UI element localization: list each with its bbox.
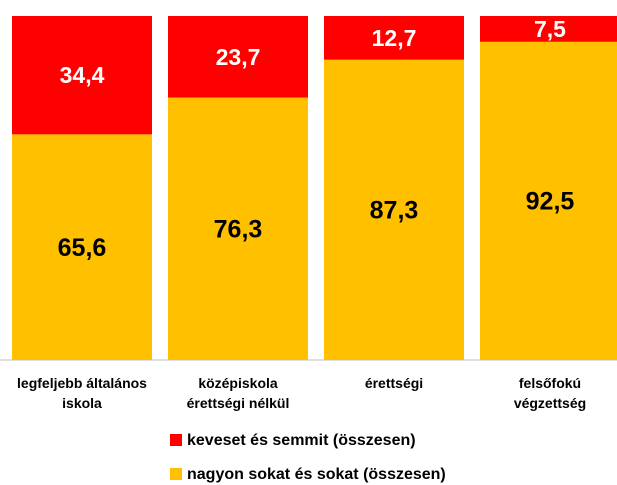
x-tick-label-line: végzettség [514, 395, 586, 411]
x-tick-label-line: legfeljebb általános [17, 375, 147, 391]
bar-segment [12, 16, 152, 135]
x-tick-label-line: felsőfokú [519, 375, 581, 391]
x-tick-label: középiskola érettségi nélkül [187, 375, 290, 411]
legend-swatch [170, 434, 182, 446]
legend-label: keveset és semmit (összesen) [187, 432, 416, 449]
bar-segment [480, 16, 617, 42]
bar-segment [12, 134, 152, 360]
x-tick-label-line: érettségi nélkül [187, 395, 290, 411]
bar-segment [168, 97, 308, 360]
data-label: 76,3 [214, 215, 263, 243]
bar-segment [324, 59, 464, 361]
x-tick-label: legfeljebb általános iskola [17, 375, 147, 411]
x-tick-label-line: középiskola [198, 375, 278, 391]
bar-segment [168, 16, 308, 98]
data-label: 92,5 [526, 188, 575, 216]
bar-segment [324, 16, 464, 60]
data-label: 23,7 [216, 44, 261, 70]
data-label: 12,7 [372, 25, 417, 51]
legend-swatch [170, 468, 182, 480]
data-label: 7,5 [534, 16, 566, 42]
bar-segment [480, 41, 617, 361]
x-tick-label: felsőfokú végzettség [514, 375, 586, 411]
x-tick-label: érettségi [365, 375, 423, 391]
x-tick-label-line: érettségi [365, 375, 423, 391]
data-label: 34,4 [60, 62, 105, 88]
data-label: 65,6 [58, 234, 107, 262]
legend-label: nagyon sokat és sokat (összesen) [187, 466, 446, 483]
x-tick-label-line: iskola [62, 395, 102, 411]
data-label: 87,3 [370, 196, 419, 224]
